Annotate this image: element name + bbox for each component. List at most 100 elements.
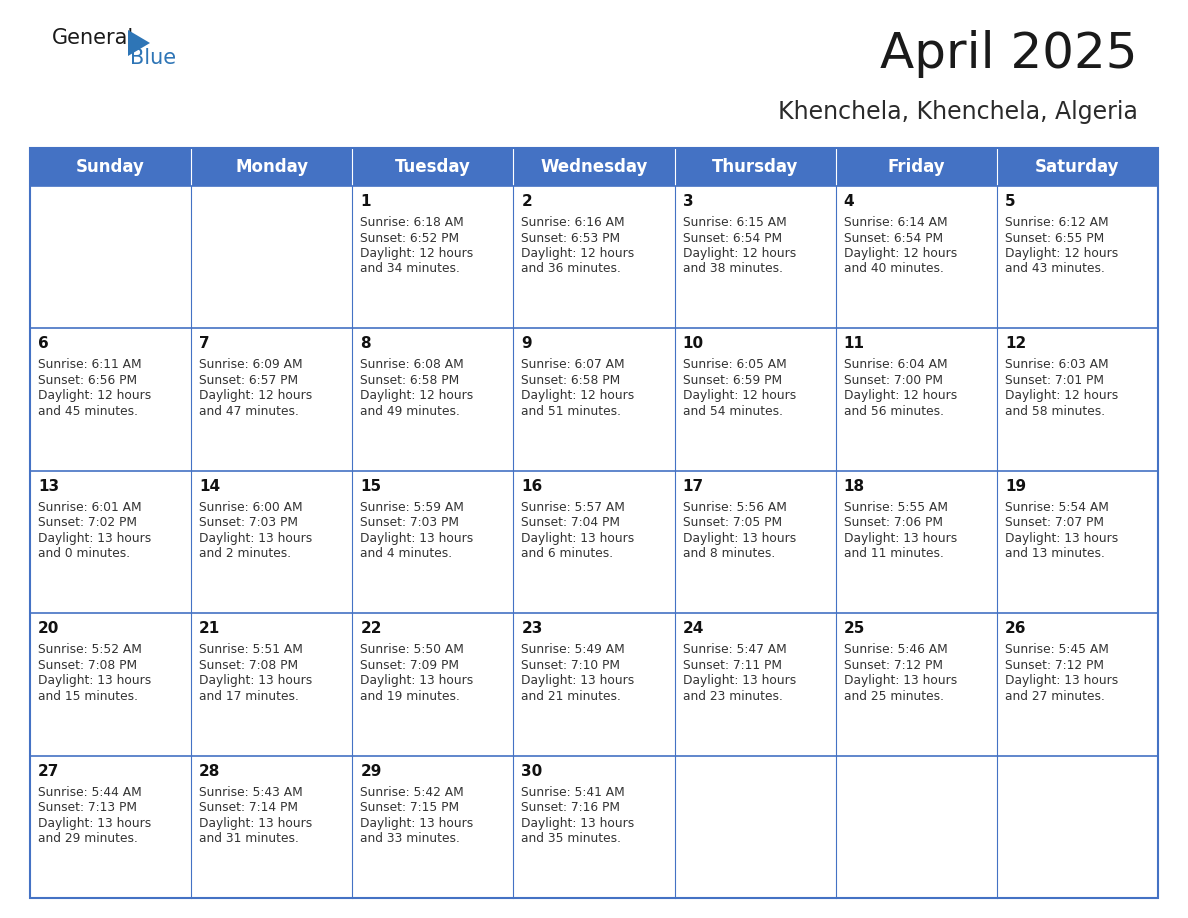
Bar bbox=[997, 471, 1158, 613]
Text: Daylight: 13 hours: Daylight: 13 hours bbox=[38, 817, 151, 830]
Text: Sunset: 7:12 PM: Sunset: 7:12 PM bbox=[843, 659, 943, 672]
Bar bbox=[835, 471, 997, 613]
Text: 27: 27 bbox=[38, 764, 59, 778]
Bar bbox=[30, 148, 1158, 186]
Text: Daylight: 13 hours: Daylight: 13 hours bbox=[1005, 532, 1118, 544]
Text: 8: 8 bbox=[360, 336, 371, 352]
Text: Daylight: 13 hours: Daylight: 13 hours bbox=[683, 532, 796, 544]
Bar bbox=[513, 613, 675, 756]
Text: Sunset: 7:15 PM: Sunset: 7:15 PM bbox=[360, 801, 460, 814]
Text: and 51 minutes.: and 51 minutes. bbox=[522, 405, 621, 418]
Text: Sunset: 7:14 PM: Sunset: 7:14 PM bbox=[200, 801, 298, 814]
Text: Sunset: 7:04 PM: Sunset: 7:04 PM bbox=[522, 516, 620, 530]
Text: 13: 13 bbox=[38, 479, 59, 494]
Bar bbox=[353, 613, 513, 756]
Bar bbox=[30, 613, 191, 756]
Text: 20: 20 bbox=[38, 621, 59, 636]
Text: Sunrise: 5:49 AM: Sunrise: 5:49 AM bbox=[522, 644, 625, 656]
Text: Sunset: 6:58 PM: Sunset: 6:58 PM bbox=[360, 374, 460, 386]
Text: Sunrise: 6:12 AM: Sunrise: 6:12 AM bbox=[1005, 216, 1108, 229]
Text: Blue: Blue bbox=[129, 48, 176, 68]
Text: Daylight: 13 hours: Daylight: 13 hours bbox=[38, 532, 151, 544]
Bar bbox=[30, 186, 191, 329]
Text: Sunrise: 5:52 AM: Sunrise: 5:52 AM bbox=[38, 644, 141, 656]
Text: Sunrise: 6:08 AM: Sunrise: 6:08 AM bbox=[360, 358, 465, 372]
Text: Sunset: 7:16 PM: Sunset: 7:16 PM bbox=[522, 801, 620, 814]
Text: and 43 minutes.: and 43 minutes. bbox=[1005, 263, 1105, 275]
Text: Sunrise: 6:00 AM: Sunrise: 6:00 AM bbox=[200, 501, 303, 514]
Text: and 17 minutes.: and 17 minutes. bbox=[200, 689, 299, 702]
Bar bbox=[835, 613, 997, 756]
Text: 25: 25 bbox=[843, 621, 865, 636]
Bar bbox=[191, 329, 353, 471]
Text: and 34 minutes.: and 34 minutes. bbox=[360, 263, 460, 275]
Bar bbox=[353, 329, 513, 471]
Text: Sunrise: 5:59 AM: Sunrise: 5:59 AM bbox=[360, 501, 465, 514]
Text: Khenchela, Khenchela, Algeria: Khenchela, Khenchela, Algeria bbox=[778, 100, 1138, 124]
Text: and 45 minutes.: and 45 minutes. bbox=[38, 405, 138, 418]
Text: Daylight: 13 hours: Daylight: 13 hours bbox=[360, 532, 474, 544]
Bar bbox=[675, 186, 835, 329]
Text: Daylight: 13 hours: Daylight: 13 hours bbox=[522, 817, 634, 830]
Text: Sunrise: 6:01 AM: Sunrise: 6:01 AM bbox=[38, 501, 141, 514]
Text: Sunset: 7:02 PM: Sunset: 7:02 PM bbox=[38, 516, 137, 530]
Bar bbox=[30, 148, 1158, 898]
Text: Sunrise: 5:50 AM: Sunrise: 5:50 AM bbox=[360, 644, 465, 656]
Bar bbox=[191, 471, 353, 613]
Bar bbox=[191, 613, 353, 756]
Text: Sunset: 7:08 PM: Sunset: 7:08 PM bbox=[38, 659, 137, 672]
Bar bbox=[191, 186, 353, 329]
Text: Sunset: 6:58 PM: Sunset: 6:58 PM bbox=[522, 374, 620, 386]
Text: Daylight: 12 hours: Daylight: 12 hours bbox=[360, 247, 474, 260]
Text: Sunrise: 5:56 AM: Sunrise: 5:56 AM bbox=[683, 501, 786, 514]
Text: Sunset: 7:06 PM: Sunset: 7:06 PM bbox=[843, 516, 943, 530]
Text: Sunrise: 5:47 AM: Sunrise: 5:47 AM bbox=[683, 644, 786, 656]
Text: 9: 9 bbox=[522, 336, 532, 352]
Text: Sunset: 7:12 PM: Sunset: 7:12 PM bbox=[1005, 659, 1104, 672]
Bar bbox=[997, 329, 1158, 471]
Text: Daylight: 13 hours: Daylight: 13 hours bbox=[360, 674, 474, 688]
Text: Sunrise: 6:09 AM: Sunrise: 6:09 AM bbox=[200, 358, 303, 372]
Bar bbox=[675, 756, 835, 898]
Text: 7: 7 bbox=[200, 336, 210, 352]
Text: 30: 30 bbox=[522, 764, 543, 778]
Text: Sunset: 7:05 PM: Sunset: 7:05 PM bbox=[683, 516, 782, 530]
Text: Daylight: 13 hours: Daylight: 13 hours bbox=[360, 817, 474, 830]
Bar bbox=[835, 329, 997, 471]
Bar bbox=[353, 756, 513, 898]
Text: Sunset: 7:09 PM: Sunset: 7:09 PM bbox=[360, 659, 460, 672]
Text: Sunset: 7:08 PM: Sunset: 7:08 PM bbox=[200, 659, 298, 672]
Text: and 33 minutes.: and 33 minutes. bbox=[360, 832, 460, 845]
Bar bbox=[513, 186, 675, 329]
Text: Sunrise: 5:57 AM: Sunrise: 5:57 AM bbox=[522, 501, 625, 514]
Text: Daylight: 12 hours: Daylight: 12 hours bbox=[522, 247, 634, 260]
Polygon shape bbox=[128, 30, 150, 56]
Text: 11: 11 bbox=[843, 336, 865, 352]
Text: Sunset: 6:54 PM: Sunset: 6:54 PM bbox=[683, 231, 782, 244]
Text: Sunset: 7:00 PM: Sunset: 7:00 PM bbox=[843, 374, 943, 386]
Text: Sunrise: 5:44 AM: Sunrise: 5:44 AM bbox=[38, 786, 141, 799]
Bar bbox=[675, 329, 835, 471]
Text: 18: 18 bbox=[843, 479, 865, 494]
Text: Saturday: Saturday bbox=[1035, 158, 1119, 176]
Text: Sunset: 6:56 PM: Sunset: 6:56 PM bbox=[38, 374, 137, 386]
Text: Sunset: 7:03 PM: Sunset: 7:03 PM bbox=[200, 516, 298, 530]
Text: and 58 minutes.: and 58 minutes. bbox=[1005, 405, 1105, 418]
Text: 12: 12 bbox=[1005, 336, 1026, 352]
Text: 5: 5 bbox=[1005, 194, 1016, 209]
Text: Sunrise: 6:18 AM: Sunrise: 6:18 AM bbox=[360, 216, 465, 229]
Bar bbox=[835, 756, 997, 898]
Text: 23: 23 bbox=[522, 621, 543, 636]
Text: and 23 minutes.: and 23 minutes. bbox=[683, 689, 783, 702]
Bar bbox=[675, 471, 835, 613]
Text: and 2 minutes.: and 2 minutes. bbox=[200, 547, 291, 560]
Text: and 40 minutes.: and 40 minutes. bbox=[843, 263, 943, 275]
Text: Sunrise: 5:51 AM: Sunrise: 5:51 AM bbox=[200, 644, 303, 656]
Text: Daylight: 13 hours: Daylight: 13 hours bbox=[38, 674, 151, 688]
Text: Sunrise: 6:07 AM: Sunrise: 6:07 AM bbox=[522, 358, 625, 372]
Text: 19: 19 bbox=[1005, 479, 1026, 494]
Text: Sunrise: 6:04 AM: Sunrise: 6:04 AM bbox=[843, 358, 947, 372]
Bar bbox=[513, 471, 675, 613]
Text: 2: 2 bbox=[522, 194, 532, 209]
Text: Daylight: 12 hours: Daylight: 12 hours bbox=[683, 247, 796, 260]
